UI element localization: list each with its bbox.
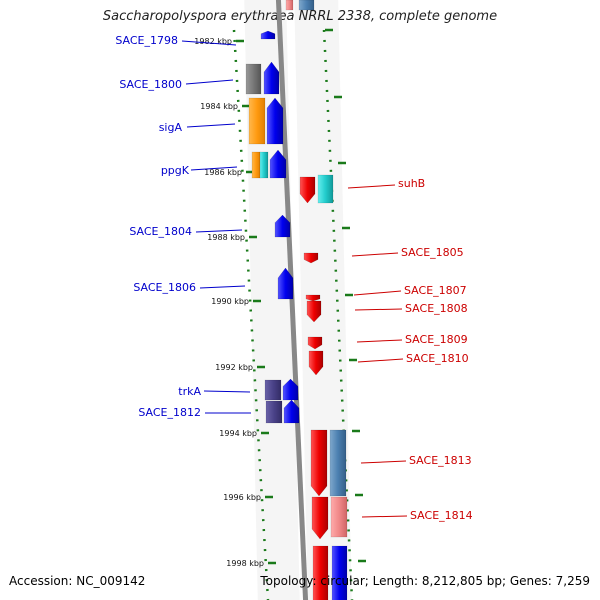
gene-feature-suhb bbox=[299, 176, 316, 204]
forward-gene-label[interactable]: SACE_1812 bbox=[138, 406, 201, 419]
gene-feature-sace-1804 bbox=[274, 214, 291, 238]
gene-feature-sace-1813-annotation bbox=[329, 429, 347, 497]
forward-gene-label[interactable]: SACE_1800 bbox=[119, 78, 182, 91]
gene-feature-sace-1808 bbox=[306, 300, 322, 323]
gene-feature-sace-1813 bbox=[310, 429, 328, 497]
reverse-gene-label[interactable]: SACE_1814 bbox=[410, 509, 473, 522]
reverse-gene-label[interactable]: SACE_1807 bbox=[404, 284, 467, 297]
reverse-gene-label[interactable]: SACE_1809 bbox=[405, 333, 468, 346]
gene-features bbox=[245, 0, 348, 600]
label-leader-line bbox=[354, 308, 403, 311]
reverse-gene-label[interactable]: SACE_1810 bbox=[406, 352, 469, 365]
gene-feature-sace-1809 bbox=[307, 336, 323, 350]
gene-feature-sace-1807 bbox=[305, 294, 321, 302]
genome-summary-label: Topology: circular; Length: 8,212,805 bp… bbox=[260, 574, 590, 588]
gene-feature-sace-1814 bbox=[311, 496, 329, 540]
reverse-gene-label[interactable]: SACE_1805 bbox=[401, 246, 464, 259]
label-leader-line bbox=[353, 290, 402, 296]
map-title: Saccharopolyspora erythraea NRRL 2338, c… bbox=[102, 9, 498, 24]
label-leader-line bbox=[199, 285, 246, 289]
gene-feature-trka bbox=[282, 378, 299, 401]
gene-feature-partial-top-b bbox=[298, 0, 315, 11]
gene-feature-ppgk-annotation-b bbox=[259, 151, 269, 179]
ruler-tick-label: 1986 kbp bbox=[204, 168, 242, 177]
reverse-gene-label[interactable]: suhB bbox=[398, 177, 425, 190]
reverse-gene-label[interactable]: SACE_1808 bbox=[405, 302, 468, 315]
gene-feature-sace-1800 bbox=[263, 61, 280, 95]
gene-feature-sace-1812-annotation bbox=[265, 400, 283, 424]
label-leader-line bbox=[351, 252, 399, 257]
label-leader-line bbox=[186, 123, 236, 128]
gene-feature-trka-annotation bbox=[264, 379, 282, 401]
label-leader-line bbox=[357, 358, 404, 363]
gene-feature-sace-1806 bbox=[277, 267, 294, 300]
gene-feature-suhb-annotation bbox=[317, 174, 334, 204]
gene-feature-siga-annotation bbox=[248, 97, 266, 145]
ruler-tick-label: 1982 kbp bbox=[194, 37, 232, 46]
ruler-tick-label: 1994 kbp bbox=[219, 429, 257, 438]
ruler-ticks: 1982 kbp 1984 kbp 1986 kbp 1988 kbp 1990 kbp… bbox=[194, 28, 366, 568]
gene-labels: SACE_1798 SACE_1800 sigA ppgK SACE_1804 SACE_… bbox=[115, 34, 472, 522]
reverse-gene-label[interactable]: SACE_1813 bbox=[409, 454, 472, 467]
gene-feature-sace-1805 bbox=[303, 252, 319, 264]
forward-gene-label[interactable]: ppgK bbox=[161, 164, 190, 177]
label-leader-line bbox=[361, 515, 408, 518]
ruler-tick-label: 1998 kbp bbox=[226, 559, 264, 568]
ruler-tick-label: 1992 kbp bbox=[215, 363, 253, 372]
genome-backbone bbox=[275, 0, 309, 600]
forward-gene-label[interactable]: sigA bbox=[159, 121, 183, 134]
gene-feature-sace-1814-annotation bbox=[330, 496, 348, 538]
gene-feature-ppgk-annotation-a bbox=[251, 151, 261, 179]
gene-feature-partial-reverse bbox=[312, 545, 329, 600]
label-leader-line bbox=[190, 166, 238, 171]
label-leader-line bbox=[360, 460, 407, 464]
forward-gene-label[interactable]: SACE_1798 bbox=[115, 34, 178, 47]
label-leader-line bbox=[195, 229, 243, 233]
ruler-tick-label: 1984 kbp bbox=[200, 102, 238, 111]
ruler-tick-label: 1988 kbp bbox=[207, 233, 245, 242]
gene-feature-sace-1798 bbox=[260, 30, 276, 40]
gene-feature-sace-1800-annotation bbox=[245, 63, 262, 95]
gene-feature-sace-1810 bbox=[308, 350, 324, 376]
label-leader-line bbox=[185, 79, 234, 85]
gene-feature-sace-1812 bbox=[283, 399, 300, 424]
forward-gene-label[interactable]: SACE_1804 bbox=[129, 225, 192, 238]
accession-label: Accession: NC_009142 bbox=[9, 574, 146, 588]
gene-feature-siga bbox=[266, 97, 284, 145]
label-leader-line bbox=[181, 40, 237, 46]
forward-gene-label[interactable]: trkA bbox=[178, 385, 201, 398]
ruler-tick-label: 1996 kbp bbox=[223, 493, 261, 502]
label-leader-line bbox=[356, 339, 403, 343]
gene-feature-ppgk bbox=[269, 149, 287, 179]
forward-gene-label[interactable]: SACE_1806 bbox=[133, 281, 196, 294]
label-leader-line bbox=[203, 390, 251, 393]
gene-feature-partial-top-a bbox=[285, 0, 294, 11]
gene-feature-partial-forward bbox=[331, 545, 348, 600]
ruler-tick-label: 1990 kbp bbox=[211, 297, 249, 306]
label-leader-line bbox=[347, 184, 396, 189]
